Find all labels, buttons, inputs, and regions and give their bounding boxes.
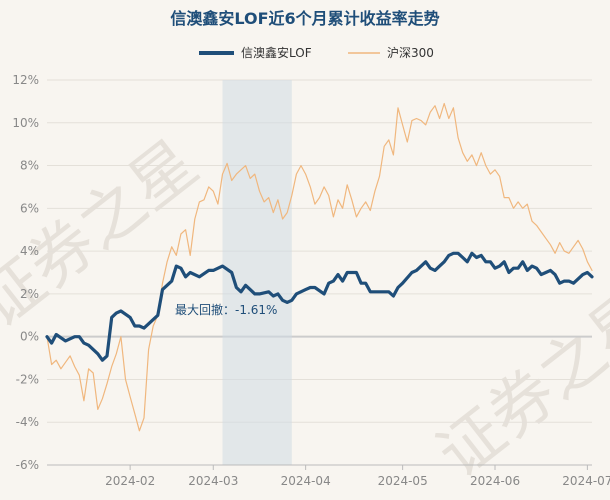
legend-label-fund: 信澳鑫安LOF xyxy=(241,45,312,60)
series-line-fund xyxy=(45,251,594,362)
y-tick-label: -2% xyxy=(16,372,39,386)
max-drawdown-label: 最大回撤：-1.61% xyxy=(175,302,277,317)
x-tick-label: 2024-07 xyxy=(562,474,610,488)
y-tick-label: 10% xyxy=(12,116,39,130)
y-tick-label: 6% xyxy=(20,201,39,215)
x-axis: 2024-02 2024-03 2024-04 2024-05 2024-06 2024-… xyxy=(47,464,610,488)
y-tick-label: 12% xyxy=(12,73,39,87)
legend: 信澳鑫安LOF 沪深300 xyxy=(199,45,434,60)
y-tick-label: 0% xyxy=(20,330,39,344)
chart-title: 信澳鑫安LOF近6个月累计收益率走势 xyxy=(170,9,439,28)
y-tick-label: 8% xyxy=(20,159,39,173)
watermark-text: 证券之星 xyxy=(424,277,610,493)
x-tick-label: 2024-05 xyxy=(378,474,428,488)
x-tick-label: 2024-03 xyxy=(188,474,238,488)
legend-label-index: 沪深300 xyxy=(387,46,434,60)
watermark-layer: 证券之星 证券之星 xyxy=(0,127,610,493)
x-tick-label: 2024-02 xyxy=(105,474,155,488)
y-axis: -6% -4% -2% 0% 2% 4% 6% 8% 10% 12% xyxy=(12,73,39,472)
x-tick-label: 2024-06 xyxy=(470,474,520,488)
y-tick-label: -4% xyxy=(16,415,39,429)
series-layer xyxy=(45,102,594,432)
y-tick-label: -6% xyxy=(16,458,39,472)
y-tick-label: 2% xyxy=(20,287,39,301)
series-line-csi300 xyxy=(46,102,593,432)
max-drawdown-band xyxy=(222,80,292,465)
x-tick-label: 2024-04 xyxy=(281,474,331,488)
y-tick-label: 4% xyxy=(20,244,39,258)
